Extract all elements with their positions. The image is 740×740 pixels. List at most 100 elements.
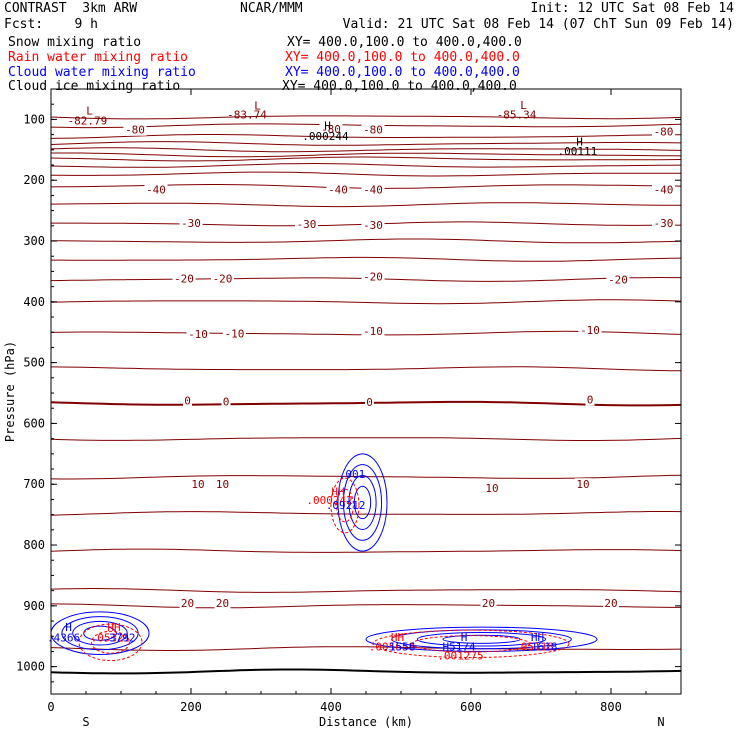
isotherm-label: 20: [604, 597, 617, 610]
isotherm-label-bg: [186, 328, 210, 341]
y-tick-label: 800: [23, 538, 45, 552]
isotherm-label: 20: [181, 597, 194, 610]
isotherm-label-bg: [480, 596, 497, 609]
field-xy-cloud-water: XY= 400.0,100.0 to 400.0,400.0: [285, 65, 520, 80]
x-tick-label: 200: [180, 700, 202, 714]
extreme-marker-label: HH: [107, 621, 120, 634]
y-tick-label: 300: [23, 234, 45, 248]
isotherm-label-bg: [652, 125, 675, 138]
isotherm-label-bg: [172, 272, 196, 285]
isotherm-label: -80: [321, 123, 341, 136]
isotherm-label: -40: [363, 183, 383, 196]
y-tick-label: 100: [23, 112, 45, 126]
isotherm-label-bg: [361, 123, 385, 136]
extreme-marker-label: HH: [391, 631, 404, 644]
x-tick-label: 400: [320, 700, 342, 714]
isotherm-line: [50, 238, 682, 244]
extreme-marker-label: H: [576, 135, 583, 148]
extreme-marker-label: .000242: [306, 494, 352, 507]
extreme-marker-label: .000244: [302, 130, 349, 143]
y-tick-label: 500: [23, 356, 45, 370]
isotherm-label-bg: [578, 323, 602, 336]
rain-contour: [372, 629, 570, 659]
extreme-marker-label: -83.74: [227, 109, 267, 122]
extreme-marker-label: HH: [531, 631, 544, 644]
extreme-marker-label: L: [520, 99, 527, 112]
isotherm-label-bg: [365, 396, 374, 409]
extreme-marker-label: .00111: [558, 145, 598, 158]
cloud-water-contour: [72, 620, 128, 646]
isotherm-line: [50, 115, 682, 120]
cloud-water-contour: [342, 464, 383, 541]
y-axis-title: Pressure (hPa): [3, 341, 17, 442]
isotherm-label-bg: [606, 273, 630, 286]
isotherm-line: [51, 152, 682, 158]
extreme-marker-label: -85.34: [497, 109, 537, 122]
isotherm-label: -20: [213, 273, 233, 286]
y-tick-label: 200: [23, 173, 45, 187]
y-tick-label: 900: [23, 599, 45, 613]
isotherm-line: [50, 299, 682, 305]
extreme-marker-label: L: [254, 99, 261, 112]
isotherm-line: [50, 171, 681, 177]
field-name-rain: Rain water mixing ratio: [8, 50, 189, 65]
isotherm-label-bg: [179, 216, 203, 229]
isotherm-label: 0: [223, 396, 230, 409]
isotherm-label: -80: [654, 126, 674, 139]
field-name-cloud-ice: Cloud ice mixing ratio: [8, 79, 181, 94]
isotherm-label-bg: [190, 478, 206, 491]
extreme-marker-label: HH: [331, 486, 344, 499]
isotherm-line: [50, 134, 681, 139]
isotherm-line: [50, 511, 682, 516]
rain-contour: [91, 630, 130, 654]
isotherm-label-bg: [361, 270, 385, 283]
extreme-marker-label: .005658: [369, 641, 415, 654]
extreme-marker-label: -82.79: [68, 115, 108, 128]
rain-contour: [330, 477, 360, 534]
isotherm-label: -40: [328, 183, 348, 196]
isotherm-label: -10: [224, 327, 244, 340]
isotherm-label: -20: [363, 270, 383, 283]
isotherm-label-bg: [361, 183, 385, 196]
isotherm-label: 0: [366, 396, 373, 409]
isotherm-label: -40: [146, 183, 166, 196]
isotherm-label-bg: [484, 481, 500, 494]
extreme-marker-label: H: [461, 631, 468, 644]
isotherm-label-bg: [123, 123, 147, 136]
extreme-marker-label: H5174: [443, 641, 476, 654]
extreme-marker-label: H: [324, 119, 331, 132]
isotherm-label-bg: [144, 183, 168, 196]
isotherm-line: [50, 668, 682, 675]
cloud-water-contour: [337, 453, 388, 552]
isotherm-line: [50, 202, 681, 208]
rain-contour: [411, 635, 531, 653]
x-tick-label: 600: [460, 700, 482, 714]
y-tick-label: 1000: [16, 660, 45, 674]
isotherm-label-bg: [326, 183, 350, 196]
isotherm-label-bg: [603, 596, 619, 609]
isotherm-label-bg: [211, 272, 234, 285]
extreme-marker-label: .4366: [47, 631, 80, 644]
model-title: CONTRAST 3km ARW: [4, 1, 138, 16]
field-name-cloud-water: Cloud water mixing ratio: [8, 65, 196, 80]
rain-contour: [78, 623, 143, 662]
cloud-water-contour: [353, 485, 372, 520]
isotherm-label: -30: [297, 218, 317, 231]
isotherm-label: -10: [363, 325, 383, 338]
extreme-marker-label: .3792: [102, 631, 135, 644]
isotherm-line: [50, 437, 682, 441]
isotherm-label-bg: [222, 327, 246, 340]
field-xy-cloud-ice: XY= 400.0,100.0 to 400.0,400.0: [282, 79, 517, 94]
y-tick-label: 600: [23, 416, 45, 430]
extreme-marker-label: .1618: [524, 641, 557, 654]
isotherm-label-bg: [179, 596, 196, 609]
isotherm-line: [50, 646, 682, 651]
valid-time: Valid: 21 UTC Sat 08 Feb 14 (07 ChT Sun …: [342, 17, 734, 32]
x-axis-title: Distance (km): [319, 715, 413, 729]
extreme-marker-label: .09212: [326, 499, 366, 512]
init-time: Init: 12 UTC Sat 08 Feb 14: [530, 1, 735, 16]
x-tick-label: 0: [47, 700, 54, 714]
y-tick-label: 400: [23, 295, 45, 309]
isotherm-label: 10: [191, 478, 204, 491]
